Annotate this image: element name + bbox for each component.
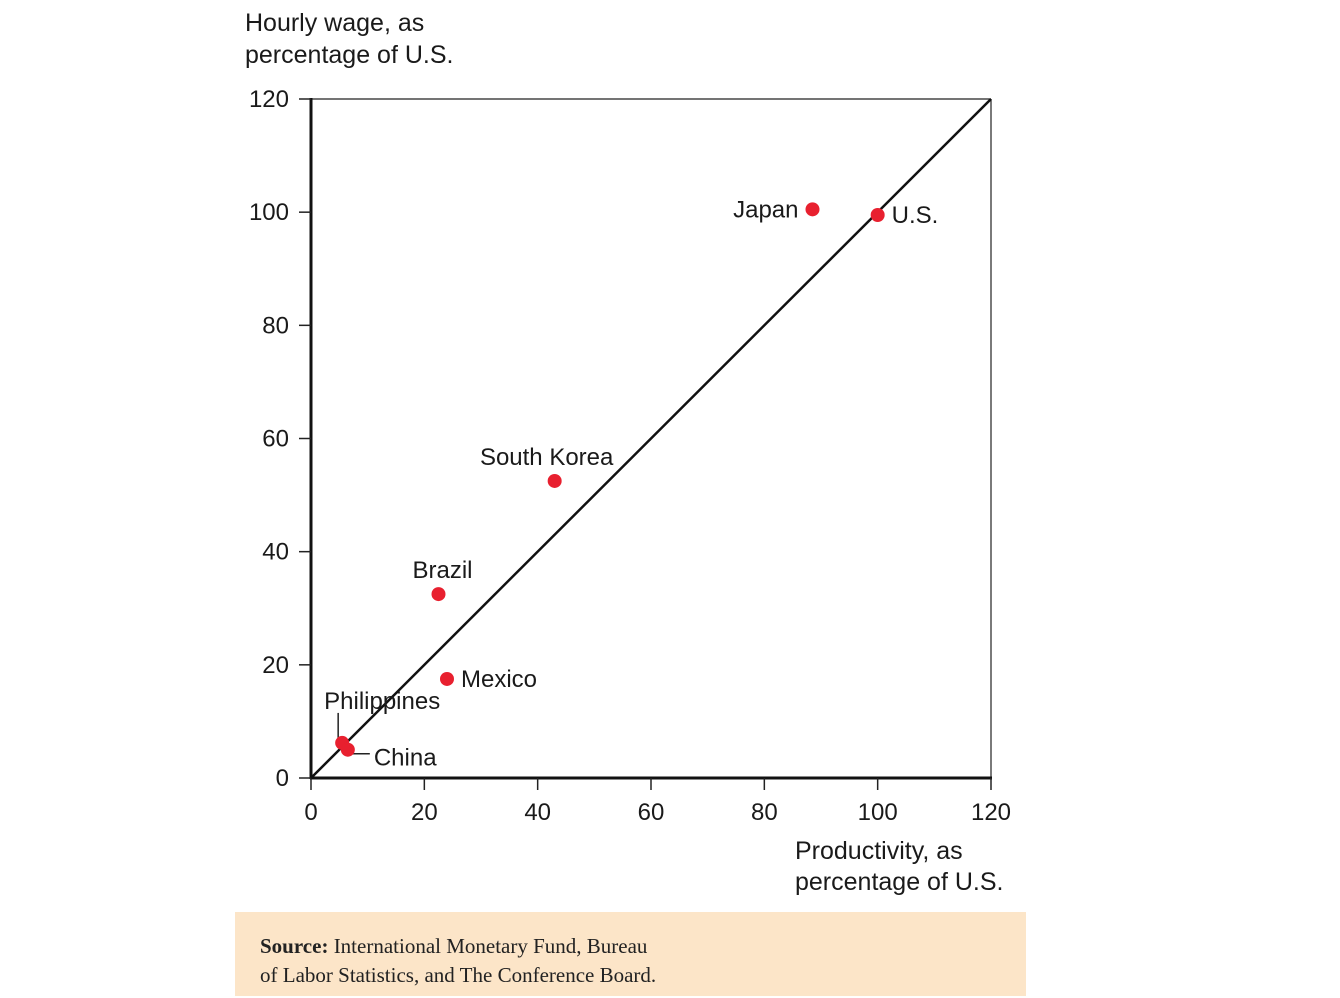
point-japan xyxy=(805,202,820,217)
x-axis-title-line-2: percentage of U.S. xyxy=(795,868,1004,896)
point-south-korea xyxy=(547,473,562,488)
x-tick-label: 80 xyxy=(751,799,778,826)
point-label-japan: Japan xyxy=(733,196,798,223)
point-brazil xyxy=(431,587,446,602)
y-axis-title-line-1: Hourly wage, as xyxy=(245,9,425,37)
x-tick-label: 100 xyxy=(858,799,898,826)
point-china xyxy=(340,742,355,757)
x-tick-label: 120 xyxy=(971,799,1011,826)
scatter-plot: 0 20 40 60 80 100 120 0 20 40 60 80 100 120 Japan U.S. S… xyxy=(249,86,1011,826)
equal-line xyxy=(310,98,992,779)
source-text-line-2: of Labor Statistics, and The Conference … xyxy=(260,963,657,987)
x-axis-title-line-1: Productivity, as xyxy=(795,837,963,865)
y-tick-label: 0 xyxy=(276,765,289,792)
point-label-u-s: U.S. xyxy=(892,202,939,229)
y-tick-label: 40 xyxy=(262,539,289,566)
source-note: Source: International Monetary Fund, Bur… xyxy=(235,912,1026,996)
x-tick-label: 40 xyxy=(524,799,551,826)
x-tick-label: 0 xyxy=(304,799,317,826)
point-label-south-korea: South Korea xyxy=(480,444,614,471)
x-tick-label: 60 xyxy=(638,799,665,826)
source-label: Source: xyxy=(260,934,329,958)
point-mexico xyxy=(440,671,454,686)
source-text-line-1: International Monetary Fund, Bureau xyxy=(328,934,648,958)
point-label-brazil: Brazil xyxy=(412,557,472,584)
x-tick-label: 20 xyxy=(411,799,438,826)
point-label-china: China xyxy=(374,745,437,772)
y-tick-label: 60 xyxy=(262,426,289,453)
y-tick-label: 20 xyxy=(262,652,289,679)
y-tick-label: 80 xyxy=(262,312,289,339)
point-label-philippines: Philippines xyxy=(324,688,440,715)
y-tick-label: 120 xyxy=(249,86,289,113)
y-tick-label: 100 xyxy=(249,199,289,226)
y-axis-title-line-2: percentage of U.S. xyxy=(245,41,454,69)
point-label-mexico: Mexico xyxy=(461,666,537,693)
point-u-s xyxy=(870,207,885,222)
